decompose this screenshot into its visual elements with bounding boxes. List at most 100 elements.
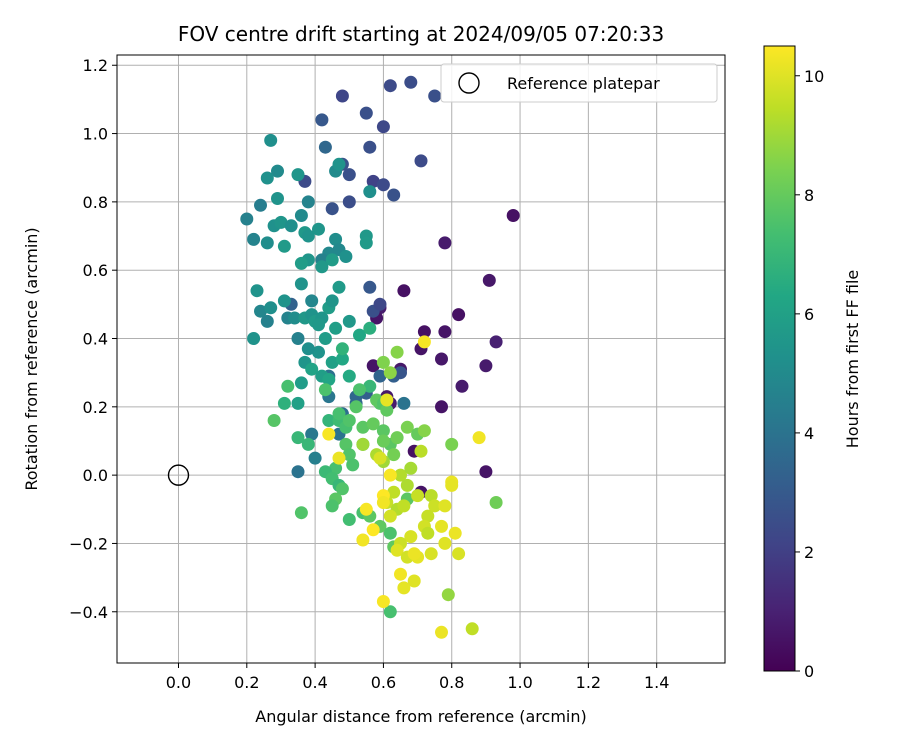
data-point — [390, 345, 404, 359]
data-point — [411, 489, 425, 503]
data-point — [366, 359, 380, 373]
y-axis-label: Rotation from reference (arcmin) — [22, 227, 41, 490]
data-point — [400, 420, 414, 434]
y-tick-label: 0.6 — [83, 261, 108, 280]
data-point — [417, 424, 431, 438]
data-point — [380, 393, 394, 407]
data-point — [260, 171, 274, 185]
data-point — [291, 168, 305, 182]
data-point — [373, 451, 387, 465]
data-point — [294, 376, 308, 390]
data-point — [325, 499, 339, 513]
data-point — [267, 414, 281, 427]
data-point — [332, 280, 346, 294]
data-point — [260, 236, 274, 250]
data-point — [332, 407, 346, 421]
data-point — [383, 366, 397, 380]
data-point — [301, 195, 315, 209]
y-tick-label: 0.8 — [83, 193, 108, 212]
data-points — [240, 75, 520, 639]
data-point — [318, 140, 332, 154]
colorbar: 0 2 4 6 8 10 Hours from first FF file — [763, 45, 862, 681]
data-point — [417, 335, 431, 349]
legend-box — [440, 63, 718, 103]
data-point — [397, 396, 411, 410]
data-point — [274, 215, 288, 229]
data-point — [435, 352, 448, 366]
data-point — [387, 448, 401, 462]
data-point — [315, 113, 329, 127]
legend: Reference platepar — [440, 63, 718, 103]
data-point — [294, 506, 308, 520]
data-point — [465, 622, 479, 636]
data-point — [356, 437, 370, 451]
y-tick-label: 0.0 — [83, 466, 108, 485]
x-axis-label: Angular distance from reference (arcmin) — [255, 707, 586, 726]
data-point — [376, 496, 390, 509]
data-point — [322, 427, 336, 441]
colorbar-tick-label: 0 — [804, 662, 814, 681]
data-point — [438, 236, 452, 250]
data-point — [301, 342, 315, 356]
data-point — [417, 325, 431, 339]
data-point — [359, 106, 373, 120]
data-point — [445, 437, 459, 451]
data-point — [472, 431, 486, 445]
colorbar-tick-label: 10 — [804, 67, 824, 86]
data-point — [277, 396, 291, 410]
data-point — [455, 379, 469, 393]
legend-entry-label: Reference platepar — [507, 74, 660, 93]
data-point — [260, 314, 274, 328]
data-point — [332, 157, 346, 171]
data-point — [342, 448, 356, 462]
chart-title: FOV centre drift starting at 2024/09/05 … — [178, 22, 664, 46]
data-point — [329, 232, 343, 246]
x-tick-label: 1.2 — [576, 673, 601, 692]
data-point — [424, 547, 438, 561]
data-point — [404, 461, 418, 475]
data-point — [322, 373, 336, 386]
data-point — [342, 369, 356, 383]
data-point — [301, 437, 315, 451]
data-point — [363, 280, 377, 294]
data-point — [346, 458, 360, 472]
data-point — [294, 209, 308, 222]
y-axis-ticks: −0.4 −0.2 0.0 0.2 0.4 0.6 0.8 1.0 1.2 — [69, 56, 117, 622]
data-point — [366, 417, 380, 431]
data-point — [325, 355, 339, 369]
colorbar-ticks: 0 2 4 6 8 10 — [795, 67, 824, 681]
data-point — [284, 219, 298, 233]
data-point — [288, 311, 302, 325]
data-point — [390, 543, 404, 557]
reference-platepar-marker — [167, 464, 190, 486]
data-point — [448, 526, 462, 540]
data-point — [414, 154, 428, 168]
plot-frame — [116, 54, 726, 664]
data-point — [342, 195, 356, 209]
data-point — [376, 178, 390, 192]
colorbar-label: Hours from first FF file — [843, 270, 862, 449]
data-point — [322, 414, 336, 427]
data-point — [339, 437, 353, 451]
data-point — [421, 526, 435, 540]
data-point — [394, 567, 407, 581]
data-point — [438, 325, 452, 339]
data-point — [281, 379, 295, 393]
data-point — [428, 89, 442, 103]
x-tick-label: 0.6 — [371, 673, 396, 692]
data-point — [428, 499, 442, 513]
data-point — [435, 400, 448, 414]
data-point — [254, 198, 267, 212]
x-tick-label: 0.4 — [302, 673, 327, 692]
data-point — [373, 297, 387, 311]
data-point — [506, 209, 520, 222]
data-point — [390, 431, 404, 445]
data-point — [353, 328, 366, 342]
data-point — [250, 284, 264, 298]
data-point — [305, 427, 319, 441]
x-axis-ticks: 0.0 0.2 0.4 0.6 0.8 1.0 1.2 1.4 — [166, 663, 669, 692]
data-point — [308, 451, 322, 465]
data-point — [271, 164, 284, 178]
colorbar-gradient — [763, 45, 796, 672]
data-point — [359, 502, 373, 516]
